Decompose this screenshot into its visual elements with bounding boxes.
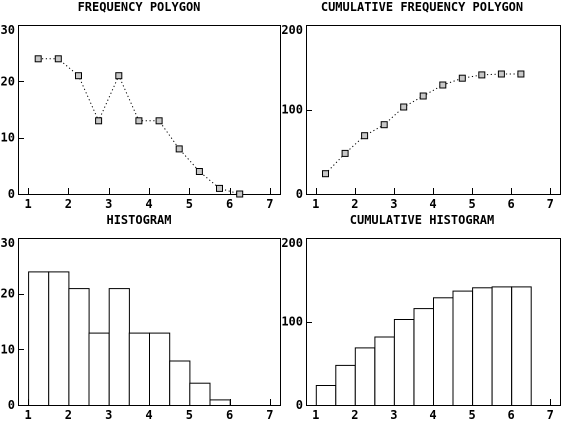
frequency-polygon-title: FREQUENCY POLYGON bbox=[78, 0, 201, 14]
histogram-bar bbox=[108, 288, 130, 407]
y-tick-label: 10 bbox=[1, 131, 15, 145]
x-tick-label: 5 bbox=[468, 197, 475, 211]
histogram-bar bbox=[169, 360, 191, 406]
x-tick-label: 6 bbox=[226, 197, 233, 211]
x-tick-label: 6 bbox=[226, 408, 233, 422]
x-tick-label: 3 bbox=[105, 197, 112, 211]
x-tick-label: 4 bbox=[429, 408, 436, 422]
data-point bbox=[322, 170, 329, 178]
x-tick-label: 5 bbox=[186, 408, 193, 422]
data-point bbox=[419, 92, 427, 100]
data-point bbox=[115, 72, 123, 80]
plot-frame bbox=[306, 25, 561, 195]
y-tick-label: 30 bbox=[1, 23, 15, 37]
plot-frame bbox=[18, 25, 281, 195]
histogram-bar bbox=[472, 287, 493, 406]
y-tick-label: 100 bbox=[281, 315, 303, 329]
x-tick-label: 3 bbox=[390, 197, 397, 211]
x-tick-label: 5 bbox=[186, 197, 193, 211]
data-point bbox=[517, 70, 525, 78]
data-point bbox=[380, 121, 388, 129]
x-tick-label: 4 bbox=[145, 408, 152, 422]
histogram-bar bbox=[88, 332, 110, 407]
series-line bbox=[325, 73, 521, 175]
x-tick-label: 2 bbox=[351, 197, 358, 211]
data-point bbox=[175, 145, 183, 153]
y-tick-label: 0 bbox=[8, 398, 15, 412]
data-point bbox=[135, 117, 143, 125]
data-point bbox=[400, 103, 408, 111]
x-tick-label: 1 bbox=[312, 197, 319, 211]
data-point bbox=[54, 55, 62, 63]
y-tick-label: 0 bbox=[296, 187, 303, 201]
histogram-panel: HISTOGRAM 0 10 20 30 1 2 3 4 5 6 7 bbox=[1, 213, 281, 422]
x-tick-label: 6 bbox=[508, 408, 515, 422]
histogram-bar bbox=[335, 364, 356, 406]
y-tick-label: 100 bbox=[281, 103, 303, 117]
histogram-bar bbox=[354, 347, 376, 406]
histogram-bar bbox=[374, 336, 395, 406]
histogram-bar bbox=[28, 271, 50, 406]
x-tick-label: 2 bbox=[351, 408, 358, 422]
data-point bbox=[361, 132, 369, 140]
histogram-bar bbox=[149, 332, 171, 407]
x-tick-label: 1 bbox=[24, 197, 31, 211]
data-point bbox=[195, 168, 203, 175]
x-tick-label: 2 bbox=[65, 408, 72, 422]
x-tick-label: 4 bbox=[429, 197, 436, 211]
histogram-bar bbox=[491, 286, 513, 406]
y-tick-label: 200 bbox=[281, 23, 303, 37]
y-tick-label: 20 bbox=[1, 74, 15, 88]
y-tick-label: 0 bbox=[8, 187, 15, 201]
data-point bbox=[341, 149, 349, 157]
histogram-bar bbox=[433, 297, 454, 406]
x-tick-label: 6 bbox=[508, 197, 515, 211]
cumulative-frequency-polygon-title: CUMULATIVE FREQUENCY POLYGON bbox=[321, 0, 523, 14]
histogram-bar bbox=[393, 319, 415, 406]
data-point bbox=[497, 70, 505, 78]
histogram-bar bbox=[189, 382, 211, 407]
x-tick-label: 7 bbox=[547, 197, 554, 211]
frequency-polygon-panel: FREQUENCY POLYGON 0 10 20 30 1 2 3 4 5 6 7 bbox=[1, 0, 281, 211]
x-tick-label: 1 bbox=[24, 408, 31, 422]
y-tick-label: 200 bbox=[281, 236, 303, 250]
histogram-title: HISTOGRAM bbox=[106, 213, 171, 227]
data-point bbox=[34, 55, 42, 63]
x-tick-label: 3 bbox=[390, 408, 397, 422]
histogram-bar bbox=[452, 290, 473, 407]
y-tick-label: 10 bbox=[1, 342, 15, 356]
cumulative-frequency-polygon-panel: CUMULATIVE FREQUENCY POLYGON 0 100 200 1 2 3 4… bbox=[281, 0, 561, 211]
histogram-bar bbox=[68, 288, 90, 407]
data-point bbox=[478, 71, 486, 79]
data-point bbox=[236, 190, 244, 198]
data-point bbox=[216, 184, 223, 192]
data-point bbox=[95, 117, 103, 125]
data-point bbox=[458, 74, 466, 82]
y-tick-label: 30 bbox=[1, 236, 15, 250]
histogram-bar bbox=[315, 385, 337, 406]
x-tick-label: 3 bbox=[105, 408, 112, 422]
data-point bbox=[75, 72, 82, 80]
x-tick-label: 7 bbox=[547, 408, 554, 422]
data-point bbox=[155, 117, 163, 125]
histogram-bar bbox=[511, 286, 532, 406]
data-point bbox=[439, 81, 447, 89]
x-tick-label: 5 bbox=[468, 408, 475, 422]
histogram-bar bbox=[209, 399, 231, 406]
cumulative-histogram-title: CUMULATIVE HISTOGRAM bbox=[350, 213, 495, 227]
x-tick-label: 7 bbox=[266, 408, 273, 422]
x-tick-label: 2 bbox=[65, 197, 72, 211]
x-tick-label: 4 bbox=[145, 197, 152, 211]
histogram-bar bbox=[128, 332, 151, 407]
y-tick-label: 20 bbox=[1, 287, 15, 301]
histogram-bar bbox=[413, 308, 434, 407]
cumulative-histogram-panel: CUMULATIVE HISTOGRAM 0 100 200 1 2 3 4 5 6 7 bbox=[281, 213, 561, 422]
x-tick-label: 7 bbox=[266, 197, 273, 211]
series-line bbox=[38, 58, 240, 195]
y-tick-label: 0 bbox=[296, 398, 303, 412]
histogram-bar bbox=[48, 271, 70, 406]
x-tick-label: 1 bbox=[312, 408, 319, 422]
